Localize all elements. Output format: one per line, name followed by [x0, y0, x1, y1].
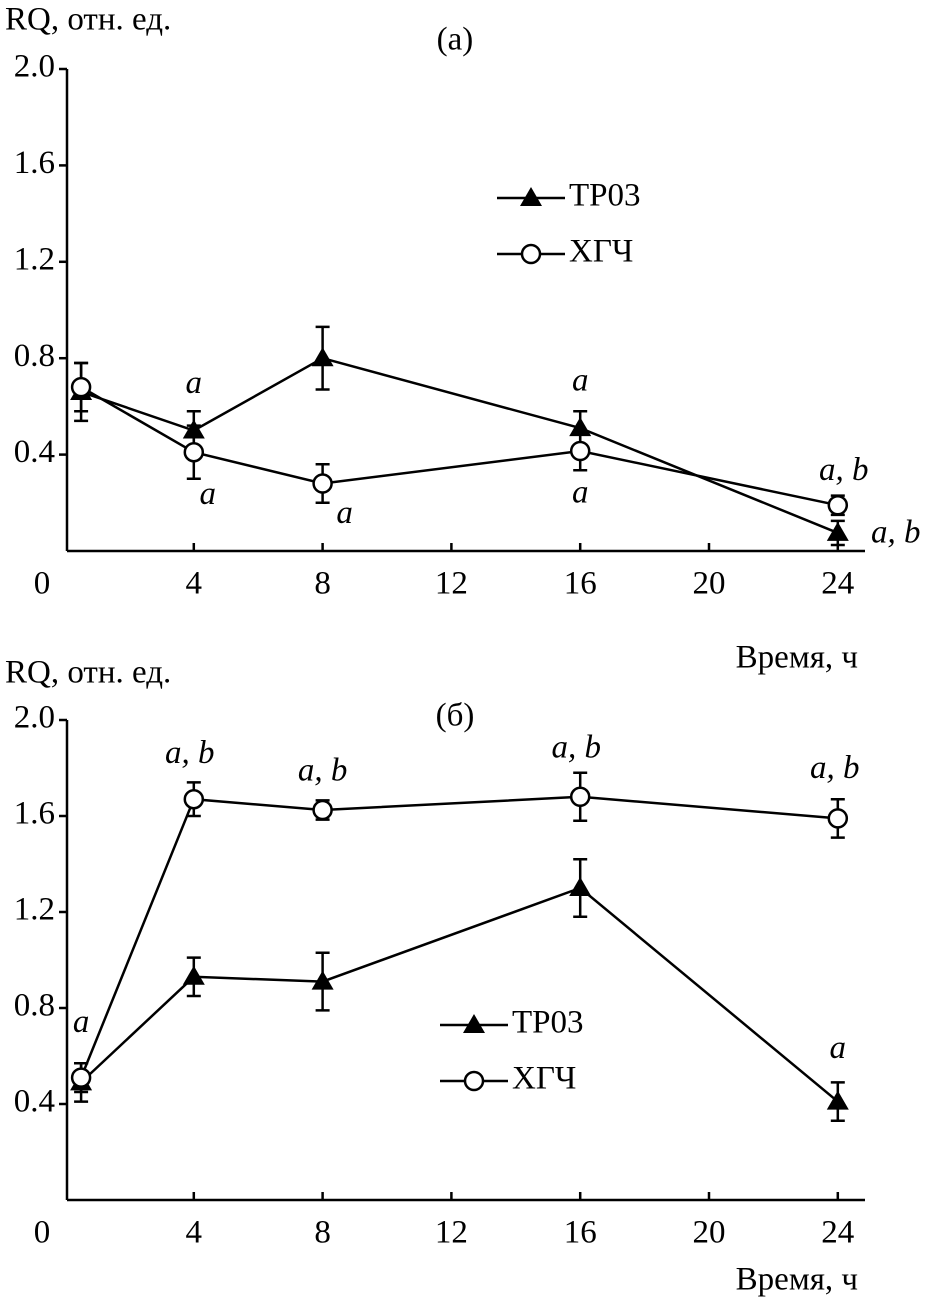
- legend-label: ТР03: [512, 1005, 584, 1041]
- x-axis-label: Время, ч: [736, 640, 858, 676]
- x-axis-label: Время, ч: [736, 1262, 858, 1298]
- legend-label: ХГЧ: [512, 1061, 576, 1097]
- point-annotation: a, b: [871, 515, 921, 551]
- point-annotation: a, b: [819, 452, 869, 488]
- x-tick-label: 0: [34, 1215, 51, 1251]
- y-tick-label: 0.8: [14, 338, 55, 374]
- legend-marker: [463, 1070, 485, 1092]
- y-tick-label: 1.2: [14, 241, 55, 277]
- point-annotation: a, b: [810, 750, 860, 786]
- point-annotation: a: [200, 476, 217, 512]
- x-tick-label: 24: [821, 1215, 854, 1251]
- marker: [569, 440, 591, 462]
- marker: [569, 786, 591, 808]
- y-axis-label: RQ, отн. ед.: [5, 2, 171, 38]
- point-annotation: a: [830, 1030, 847, 1066]
- x-tick-label: 16: [564, 566, 597, 602]
- marker: [569, 877, 592, 896]
- x-tick-label: 20: [693, 566, 726, 602]
- y-tick-label: 1.2: [14, 892, 55, 928]
- x-tick-label: 16: [564, 1215, 597, 1251]
- marker: [826, 1090, 849, 1110]
- point-annotation: a: [572, 363, 589, 399]
- x-tick-label: 24: [821, 566, 854, 602]
- point-annotation: a: [572, 475, 589, 511]
- x-tick-label: 4: [186, 566, 203, 602]
- series-line: [79, 795, 838, 1079]
- y-axis-label: RQ, отн. ед.: [5, 655, 171, 691]
- point-annotation: a, b: [298, 753, 348, 789]
- legend-marker: [463, 1014, 485, 1033]
- panel-title: (a): [437, 22, 474, 58]
- y-tick-label: 2.0: [14, 49, 55, 85]
- marker: [183, 788, 205, 810]
- marker: [827, 808, 849, 829]
- x-tick-label: 8: [314, 1215, 331, 1251]
- marker: [311, 347, 334, 367]
- point-annotation: a, b: [165, 735, 215, 771]
- x-tick-label: 20: [693, 1215, 726, 1251]
- point-annotation: a: [336, 495, 353, 531]
- y-tick-label: 1.6: [14, 796, 55, 832]
- marker: [312, 799, 333, 821]
- point-annotation: a: [186, 365, 203, 401]
- marker: [183, 441, 205, 463]
- panel-title: (б): [436, 698, 475, 734]
- y-tick-label: 0.8: [14, 988, 55, 1024]
- marker: [70, 1067, 92, 1088]
- marker: [312, 473, 333, 494]
- marker: [827, 494, 849, 516]
- legend-label: ХГЧ: [569, 234, 633, 270]
- y-tick-label: 1.6: [14, 145, 55, 181]
- y-tick-label: 2.0: [14, 700, 55, 736]
- legend-label: ТР03: [569, 178, 641, 214]
- marker: [182, 965, 205, 985]
- x-tick-label: 12: [435, 1215, 468, 1251]
- x-tick-label: 8: [314, 566, 331, 602]
- legend-marker: [520, 187, 542, 206]
- marker: [70, 376, 92, 398]
- legend-marker: [520, 243, 542, 265]
- x-tick-label: 12: [435, 566, 468, 602]
- point-annotation: a: [73, 1004, 90, 1040]
- x-tick-label: 4: [186, 1215, 203, 1251]
- x-tick-label: 0: [34, 566, 51, 602]
- y-tick-label: 0.4: [14, 434, 55, 470]
- y-tick-label: 0.4: [14, 1084, 55, 1120]
- marker: [311, 970, 334, 990]
- point-annotation: a, b: [551, 729, 601, 765]
- marker: [826, 521, 849, 541]
